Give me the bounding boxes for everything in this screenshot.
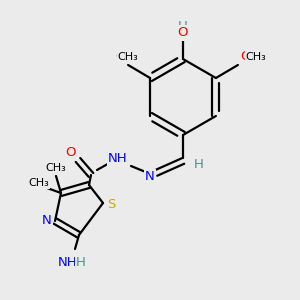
Text: N: N — [145, 170, 155, 184]
Text: S: S — [107, 199, 115, 212]
Text: NH: NH — [108, 152, 128, 164]
Text: CH₃: CH₃ — [28, 178, 50, 188]
Text: N: N — [42, 214, 52, 227]
Text: O: O — [178, 26, 188, 40]
Text: H: H — [76, 256, 86, 269]
Text: CH₃: CH₃ — [46, 163, 66, 173]
Text: CH₃: CH₃ — [118, 52, 139, 62]
Text: O: O — [66, 146, 76, 158]
Text: H: H — [178, 20, 188, 32]
Text: O: O — [115, 50, 125, 64]
Text: NH: NH — [58, 256, 78, 269]
Text: O: O — [241, 50, 251, 64]
Text: H: H — [194, 158, 204, 172]
Text: CH₃: CH₃ — [245, 52, 266, 62]
